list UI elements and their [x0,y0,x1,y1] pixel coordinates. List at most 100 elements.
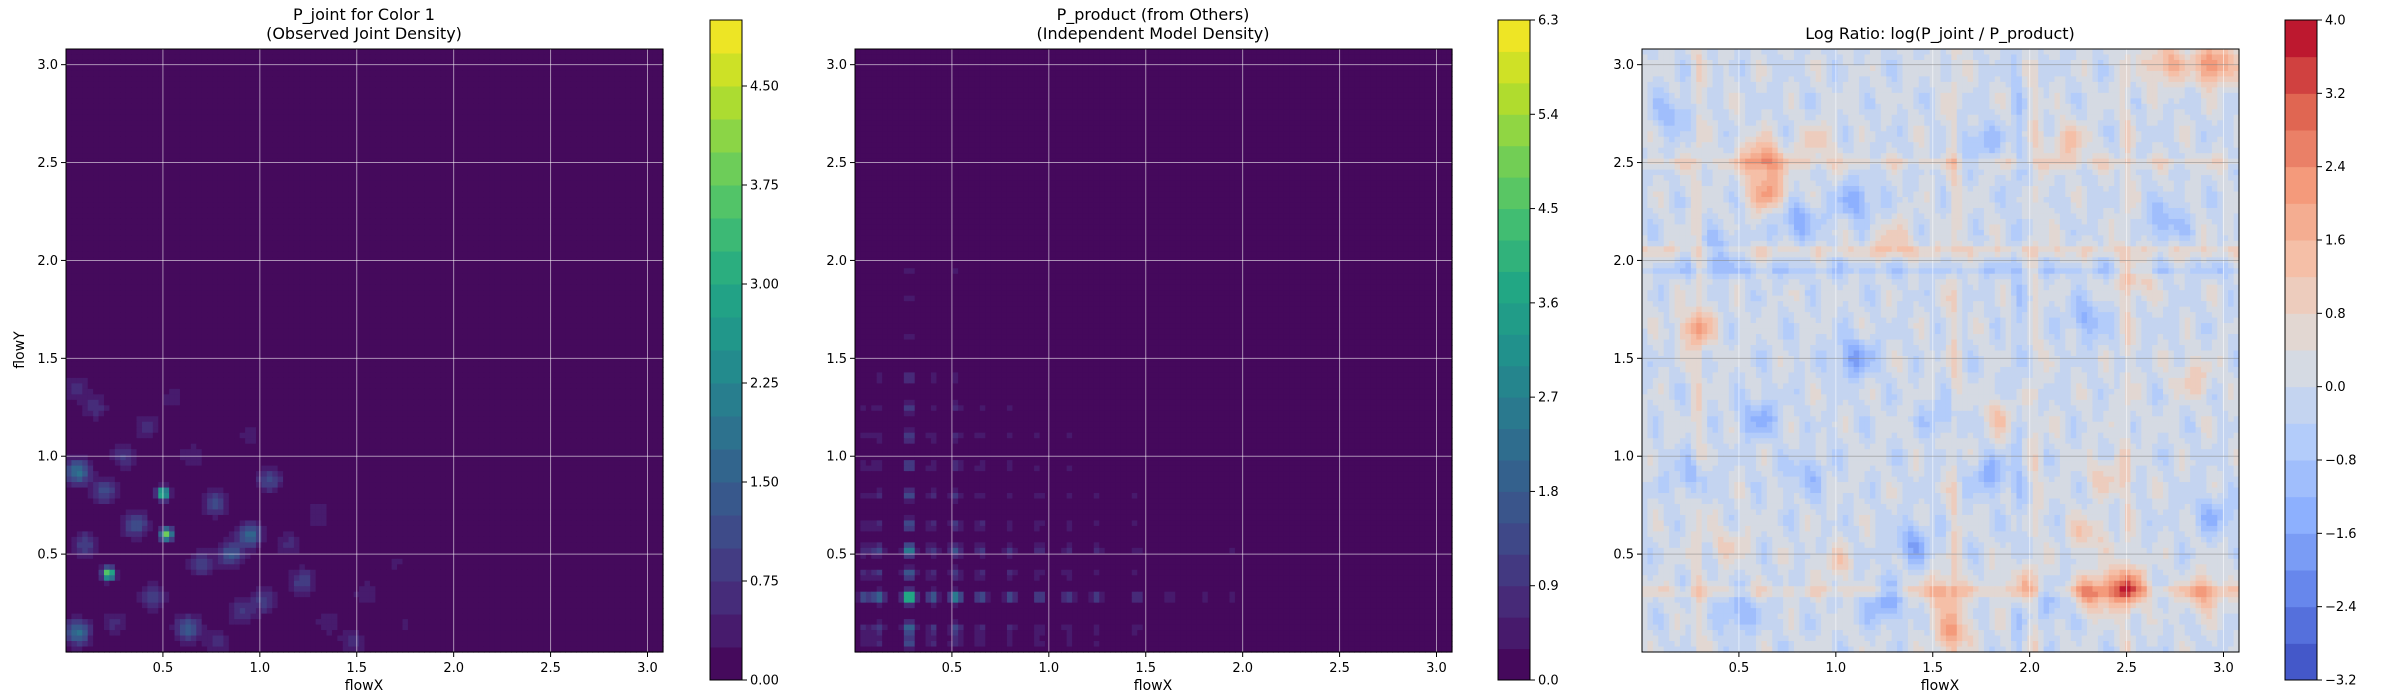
heatmap-cell [343,131,349,137]
heatmap-cell [120,131,126,137]
heatmap-cell [630,148,636,154]
heatmap-cell [321,285,327,291]
heatmap-cell [120,153,126,159]
heatmap-cell [218,93,224,99]
heatmap-cell [489,115,495,121]
heatmap-cell [299,82,305,88]
heatmap-cell [440,82,446,88]
heatmap-cell [256,115,262,121]
heatmap-cell [153,159,159,165]
heatmap-cell [473,71,479,77]
heatmap-cell [104,224,110,230]
heatmap-cell [365,93,371,99]
heatmap-cell [142,93,148,99]
heatmap-cell [424,49,430,55]
heatmap-cell [131,71,137,77]
heatmap-cell [66,65,72,71]
heatmap-cell [175,263,181,269]
heatmap-cell [516,181,522,187]
heatmap-cell [625,159,631,165]
heatmap-cell [104,65,110,71]
heatmap-cell [283,54,289,60]
heatmap-cell [549,208,555,214]
heatmap-cell [554,279,560,285]
heatmap-cell [549,115,555,121]
heatmap-cell [191,274,197,280]
heatmap-cell [527,137,533,143]
heatmap-cell [332,192,338,198]
heatmap-cell [522,224,528,230]
heatmap-cell [142,213,148,219]
heatmap-cell [120,164,126,170]
heatmap-cell [527,71,533,77]
heatmap-cell [370,170,376,176]
heatmap-cell [283,104,289,110]
heatmap-cell [408,213,414,219]
heatmap-cell [576,197,582,203]
heatmap-cell [131,252,137,258]
heatmap-cell [560,87,566,93]
heatmap-cell [652,268,658,274]
heatmap-cell [305,175,311,181]
heatmap-cell [185,192,191,198]
heatmap-cell [424,98,430,104]
heatmap-cell [365,208,371,214]
heatmap-cell [169,175,175,181]
heatmap-cell [310,142,316,148]
heatmap-cell [348,164,354,170]
heatmap-cell [316,246,322,252]
heatmap-cell [327,104,333,110]
heatmap-cell [435,164,441,170]
heatmap-cell [435,290,441,296]
heatmap-cell [71,170,77,176]
heatmap-cell [202,87,208,93]
heatmap-cell [641,230,647,236]
heatmap-cell [587,224,593,230]
heatmap-cell [370,230,376,236]
heatmap-cell [549,49,555,55]
heatmap-cell [348,208,354,214]
heatmap-cell [180,137,186,143]
heatmap-cell [430,285,436,291]
heatmap-cell [196,164,202,170]
heatmap-cell [348,153,354,159]
heatmap-cell [88,235,94,241]
heatmap-cell [348,202,354,208]
heatmap-cell [359,252,365,258]
heatmap-cell [636,71,642,77]
heatmap-cell [527,153,533,159]
heatmap-cell [500,241,506,247]
heatmap-cell [430,230,436,236]
heatmap-cell [478,170,484,176]
heatmap-cell [82,219,88,225]
heatmap-cell [82,224,88,230]
heatmap-cell [196,142,202,148]
heatmap-cell [636,109,642,115]
heatmap-cell [294,87,300,93]
heatmap-cell [142,120,148,126]
heatmap-cell [251,202,257,208]
heatmap-cell [516,159,522,165]
heatmap-cell [511,76,517,82]
heatmap-cell [630,109,636,115]
heatmap-cell [582,224,588,230]
heatmap-cell [397,219,403,225]
heatmap-cell [316,213,322,219]
heatmap-cell [294,279,300,285]
heatmap-cell [104,263,110,269]
heatmap-cell [299,159,305,165]
heatmap-cell [538,219,544,225]
heatmap-cell [251,98,257,104]
heatmap-cell [533,219,539,225]
heatmap-cell [511,120,517,126]
heatmap-cell [256,164,262,170]
heatmap-cell [544,252,550,258]
heatmap-cell [66,120,72,126]
heatmap-cell [316,93,322,99]
heatmap-cell [625,279,631,285]
heatmap-cell [468,235,474,241]
heatmap-cell [256,54,262,60]
heatmap-cell [278,241,284,247]
heatmap-cell [549,126,555,132]
heatmap-cell [625,175,631,181]
